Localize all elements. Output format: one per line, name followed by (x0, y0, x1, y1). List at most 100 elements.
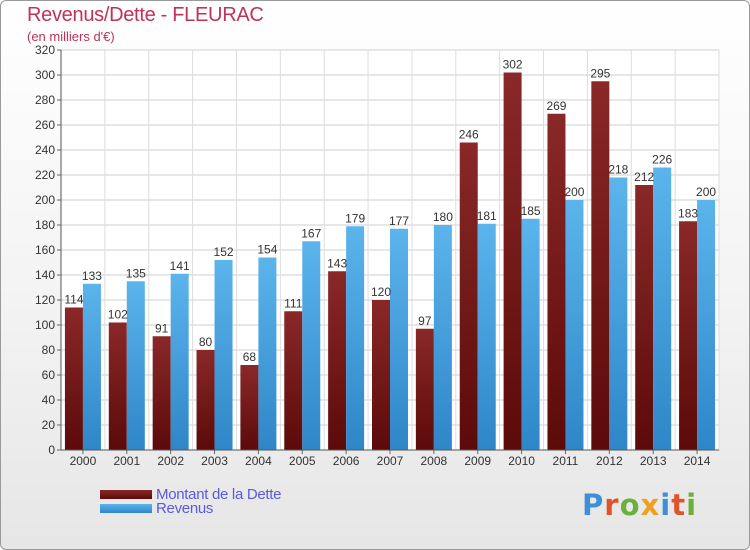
bar-revenue (697, 200, 716, 450)
bar-revenue (82, 283, 101, 450)
y-tick-label: 60 (42, 368, 56, 382)
bar-debt (328, 271, 347, 450)
y-tick-label: 200 (35, 193, 55, 207)
labels-layer: 114 133 102 135 91 141 80 152 68 154 111 167 143 179 1… (64, 58, 716, 365)
data-label-revenue: 152 (214, 245, 234, 259)
data-label-revenue: 154 (257, 243, 277, 257)
chart-subtitle: (en milliers d'€) (27, 29, 115, 44)
y-tick-label: 280 (35, 93, 55, 107)
legend-item-debt: Montant de la Dette (100, 485, 282, 503)
y-tick-label: 100 (35, 318, 55, 332)
data-label-revenue: 177 (389, 214, 409, 228)
bar-revenue (390, 228, 408, 450)
y-tick-label: 260 (35, 118, 55, 132)
x-tick-label: 2013 (640, 454, 667, 468)
x-tick-label: 2000 (70, 454, 97, 468)
data-label-debt: 143 (327, 256, 347, 270)
y-tick-label: 300 (35, 68, 55, 82)
bar-debt (240, 365, 259, 450)
data-label-revenue: 200 (564, 185, 584, 199)
bar-debt (284, 311, 303, 450)
x-tick-label: 2014 (684, 454, 711, 468)
data-label-revenue: 135 (126, 266, 146, 280)
x-tick-label: 2008 (421, 454, 448, 468)
bar-revenue (126, 281, 145, 450)
bar-debt (591, 81, 610, 450)
data-label-debt: 295 (590, 66, 610, 80)
data-label-revenue: 167 (301, 226, 321, 240)
bar-revenue (477, 223, 496, 450)
legend-swatch-debt (100, 489, 152, 499)
data-label-revenue: 226 (652, 153, 672, 167)
legend-swatch-revenue (100, 503, 152, 513)
data-label-debt: 246 (459, 128, 479, 142)
data-label-revenue: 180 (433, 210, 453, 224)
legend-item-revenue: Revenus (100, 499, 214, 517)
y-tick-label: 20 (42, 418, 56, 432)
y-tick-label: 180 (35, 218, 55, 232)
y-tick-label: 220 (35, 168, 55, 182)
data-label-debt: 80 (199, 335, 213, 349)
bar-debt (108, 322, 127, 450)
y-tick-label: 160 (35, 243, 55, 257)
data-label-debt: 102 (108, 308, 128, 322)
y-tick-label: 320 (35, 43, 55, 57)
x-tick-label: 2011 (553, 454, 579, 468)
x-tick-label: 2001 (113, 454, 140, 468)
x-tick-label: 2012 (596, 454, 623, 468)
bar-revenue (346, 226, 365, 450)
bar-debt (547, 113, 566, 450)
data-label-debt: 120 (371, 285, 391, 299)
data-label-debt: 302 (503, 58, 523, 72)
legend-label-debt: Montant de la Dette (156, 485, 282, 503)
y-tick-label: 0 (48, 443, 55, 457)
data-label-debt: 183 (678, 206, 698, 220)
x-tick-label: 2002 (157, 454, 184, 468)
legend-label-revenue: Revenus (156, 499, 214, 517)
bar-debt (503, 72, 522, 450)
data-label-debt: 97 (418, 314, 432, 328)
data-label-debt: 111 (284, 296, 303, 310)
y-tick-label: 140 (35, 268, 55, 282)
data-label-revenue: 200 (696, 185, 716, 199)
bar-revenue (433, 225, 452, 450)
x-tick-label: 2003 (201, 454, 228, 468)
bar-debt (679, 221, 698, 450)
data-label-revenue: 133 (82, 269, 102, 283)
y-tick-label: 240 (35, 143, 55, 157)
data-label-revenue: 181 (477, 209, 497, 223)
data-label-revenue: 185 (521, 204, 541, 218)
bar-debt (152, 336, 171, 450)
bar-debt (635, 185, 654, 450)
bar-debt (372, 300, 390, 450)
data-label-revenue: 141 (170, 259, 190, 273)
x-tick-label: 2004 (245, 454, 272, 468)
axis-layer: 0 20 40 60 80 100 120 140 160 180 200 220 240 260 280 3… (35, 43, 719, 468)
proxiti-logo: Proxiti (582, 488, 698, 522)
bar-revenue (609, 177, 628, 450)
y-tick-label: 120 (35, 293, 55, 307)
data-label-revenue: 179 (345, 211, 365, 225)
data-label-debt: 91 (155, 321, 169, 335)
data-label-debt: 212 (634, 170, 654, 184)
data-label-revenue: 218 (608, 163, 628, 177)
chart-title: Revenus/Dette - FLEURAC (27, 4, 264, 26)
bars-layer (64, 72, 716, 450)
bar-revenue (521, 218, 540, 450)
x-tick-label: 2010 (508, 454, 535, 468)
y-tick-label: 80 (42, 343, 56, 357)
x-tick-label: 2005 (289, 454, 316, 468)
bar-revenue (302, 241, 321, 450)
bar-debt (196, 350, 215, 450)
x-tick-label: 2007 (377, 454, 404, 468)
bar-debt (459, 142, 478, 450)
x-tick-label: 2009 (464, 454, 491, 468)
bar-debt (64, 307, 83, 450)
bar-revenue (653, 167, 672, 450)
y-tick-label: 40 (42, 393, 56, 407)
bar-revenue (214, 260, 233, 450)
bar-debt (415, 328, 434, 450)
bar-revenue (565, 200, 584, 450)
data-label-debt: 269 (546, 99, 566, 113)
